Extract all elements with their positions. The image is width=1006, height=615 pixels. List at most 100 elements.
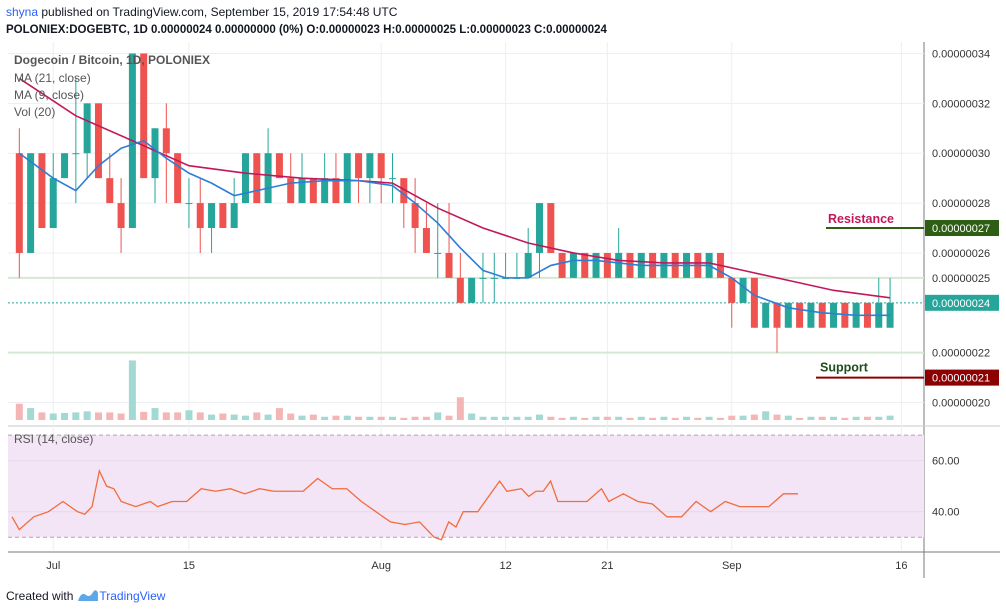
volume-bar (343, 415, 351, 420)
price-label-text: 0.00000021 (932, 373, 990, 385)
volume-bar (807, 416, 815, 420)
candle-down (219, 203, 227, 229)
volume-bar (196, 412, 204, 420)
candle-down (117, 203, 125, 229)
rsi-band (8, 435, 924, 538)
publish-line: shyna published on TradingView.com, Sept… (6, 5, 607, 20)
volume-bar (660, 416, 668, 420)
volume-bar (264, 414, 272, 420)
volume-bar (863, 416, 871, 420)
volume-bar (547, 416, 555, 420)
y-tick-label: 0.00000032 (932, 98, 990, 110)
volume-bar (377, 416, 385, 420)
volume-bar (185, 410, 193, 420)
candle-up (807, 302, 815, 328)
volume-bar (445, 415, 453, 420)
volume-bar (388, 416, 396, 420)
candle-up (434, 252, 442, 254)
legend-entry: Vol (20) (14, 105, 55, 119)
candle-up (61, 153, 69, 179)
candle-down (558, 252, 566, 278)
volume-bar (671, 417, 679, 420)
volume-bar (275, 408, 283, 420)
volume-bar (773, 414, 781, 420)
volume-bar (739, 415, 747, 420)
tradingview-logo-icon (78, 590, 99, 601)
volume-bar (355, 416, 363, 420)
username-link[interactable]: shyna (6, 5, 39, 19)
volume-bar (524, 416, 532, 420)
candle-up (569, 252, 577, 278)
legend-entry: MA (9, close) (14, 88, 84, 102)
tradingview-brand-text: TradingView (99, 589, 166, 603)
volume-bar (366, 416, 374, 420)
volume-bar (27, 408, 35, 420)
candle-down (287, 178, 295, 204)
volume-bar (649, 417, 657, 420)
candle-up (230, 203, 238, 229)
candle-down (15, 153, 23, 253)
candle-down (196, 203, 204, 229)
volume-bar (762, 411, 770, 420)
volume-bar (830, 416, 838, 420)
rsi-title: RSI (14, close) (14, 432, 93, 446)
volume-bar (581, 417, 589, 420)
candle-up (298, 178, 306, 204)
candle-down (581, 252, 589, 278)
candle-down (547, 203, 555, 253)
volume-bar (411, 416, 419, 420)
candle-down (818, 302, 826, 328)
publish-info: published on TradingView.com, September … (38, 5, 398, 19)
volume-bar (49, 413, 57, 420)
candle-down (728, 277, 736, 303)
volume-bar (683, 416, 691, 420)
candle-down (106, 178, 114, 204)
y-tick-label: 0.00000034 (932, 48, 990, 60)
volume-bar (72, 412, 80, 420)
candle-down (174, 153, 182, 204)
x-tick-label: Sep (722, 560, 742, 572)
legend-entry: MA (21, close) (14, 71, 91, 85)
volume-bar (536, 414, 544, 420)
volume-bar (796, 417, 804, 420)
candle-down (603, 252, 611, 278)
price-label-bg (925, 369, 999, 386)
y-tick-label: 0.00000022 (932, 348, 990, 360)
volume-bar (208, 414, 216, 420)
volume-bar (705, 416, 713, 420)
tradingview-brand-link[interactable]: TradingView (77, 589, 165, 603)
candle-up (739, 277, 747, 303)
support-label: Support (820, 361, 869, 375)
candle-up (592, 252, 600, 278)
volume-bar (219, 413, 227, 420)
volume-bar (106, 412, 114, 420)
volume-bar (422, 416, 430, 420)
price-label-bg (925, 220, 999, 237)
candle-down (411, 203, 419, 229)
volume-bar (128, 360, 136, 420)
candle-down (377, 153, 385, 179)
candle-down (796, 302, 804, 328)
candle-up (536, 203, 544, 253)
price-label-bg (925, 294, 999, 311)
candle-up (241, 153, 249, 204)
volume-bar (728, 415, 736, 420)
volume-bar (241, 415, 249, 420)
volume-bar (502, 416, 510, 420)
candle-down (773, 302, 781, 328)
volume-bar (875, 416, 883, 420)
candle-up (49, 178, 57, 229)
footer: Created with TradingView (6, 589, 165, 603)
chart-header: shyna published on TradingView.com, Sept… (6, 5, 607, 38)
candle-down (750, 277, 758, 328)
volume-bar (637, 416, 645, 420)
volume-bar (253, 412, 261, 420)
candle-up (479, 277, 487, 279)
candle-down (332, 178, 340, 204)
volume-bar (287, 413, 295, 420)
candle-down (456, 277, 464, 303)
candle-up (27, 153, 35, 253)
candle-down (841, 302, 849, 328)
y-tick-label: 0.00000028 (932, 198, 990, 210)
